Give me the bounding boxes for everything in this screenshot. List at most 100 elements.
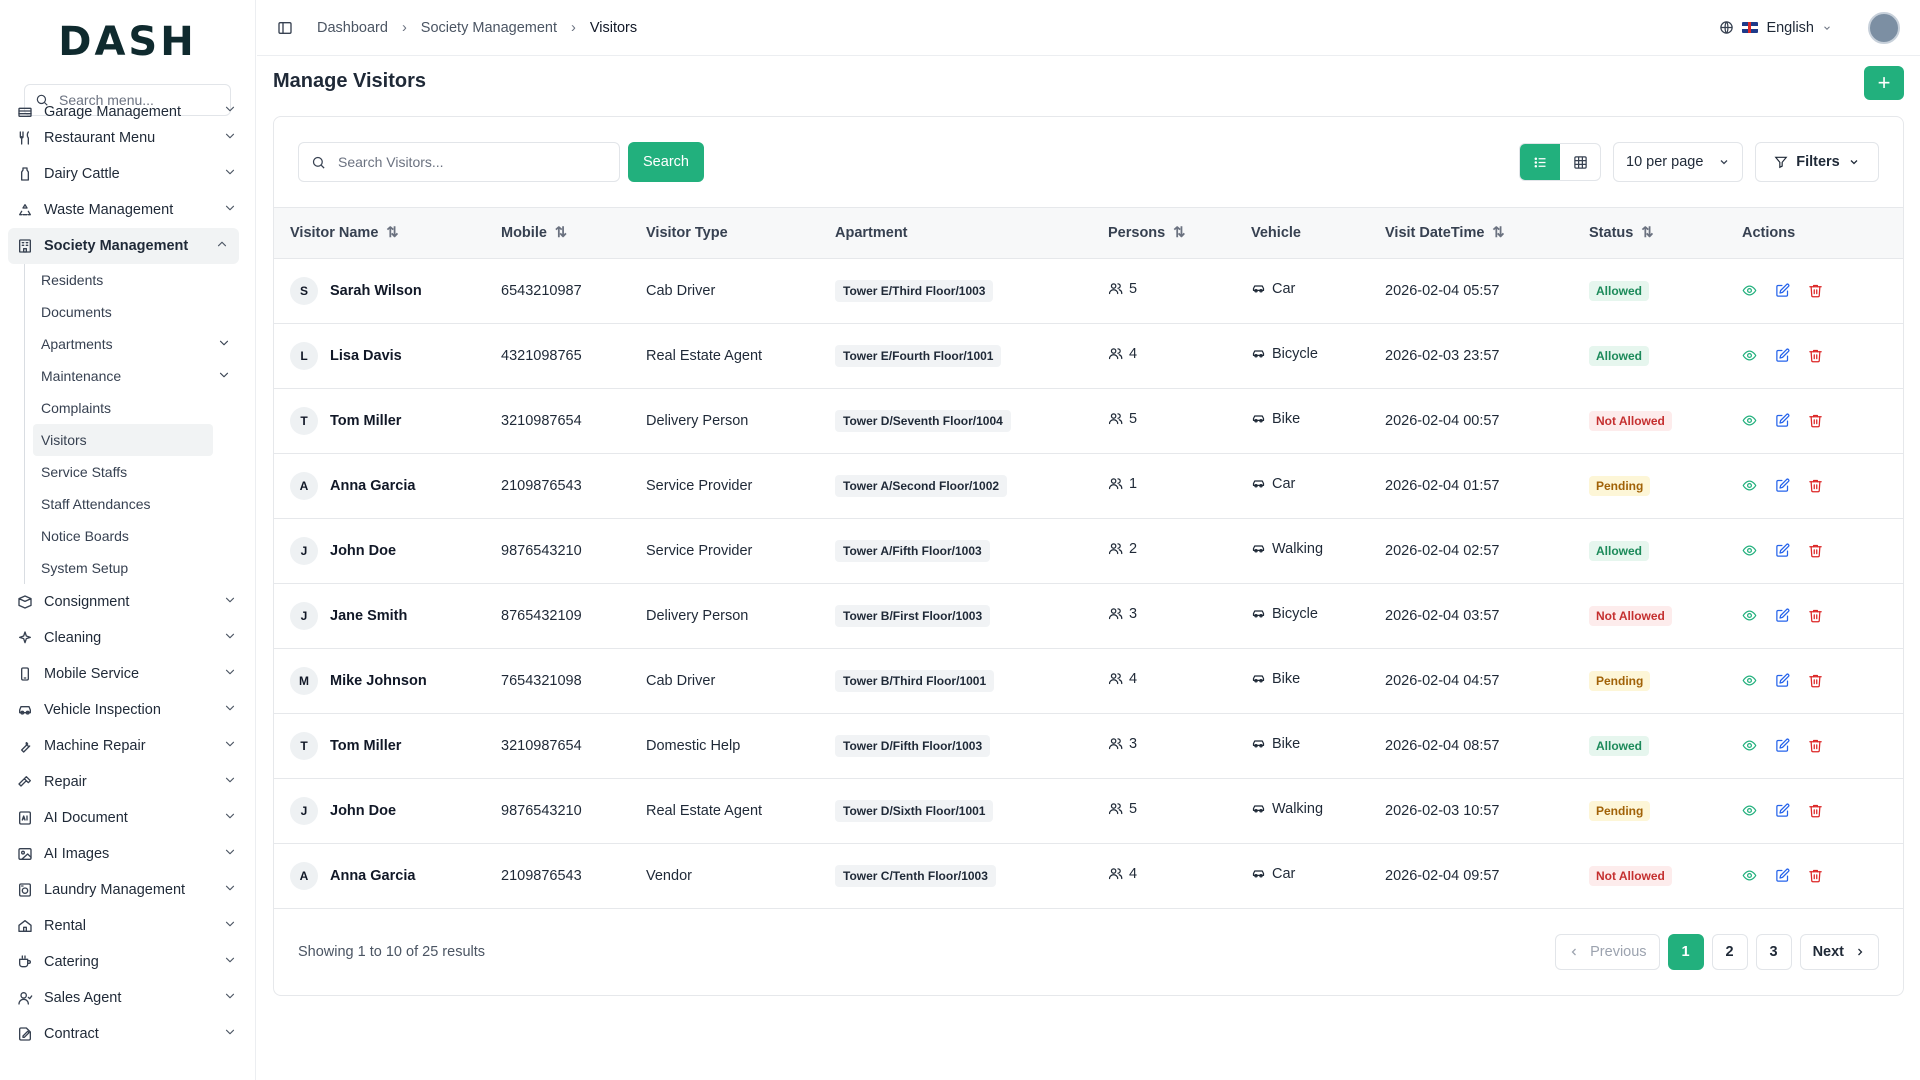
sidebar-item-vehicle-inspection[interactable]: Vehicle Inspection bbox=[0, 692, 255, 728]
edit-icon[interactable] bbox=[1775, 673, 1790, 688]
edit-icon[interactable] bbox=[1775, 543, 1790, 558]
submenu-item-notice-boards[interactable]: Notice Boards bbox=[25, 520, 255, 552]
sidebar-item-garage-management[interactable]: Garage Management bbox=[0, 96, 255, 120]
submenu-item-system-setup[interactable]: System Setup bbox=[25, 552, 255, 584]
view-icon[interactable] bbox=[1742, 348, 1757, 363]
submenu-item-service-staffs[interactable]: Service Staffs bbox=[25, 456, 255, 488]
view-icon[interactable] bbox=[1742, 543, 1757, 558]
submenu-item-residents[interactable]: Residents bbox=[25, 264, 255, 296]
view-icon[interactable] bbox=[1742, 283, 1757, 298]
table-row[interactable]: M Mike Johnson 7654321098 Cab Driver Tow… bbox=[274, 648, 1903, 713]
per-page-select[interactable]: 10 per page bbox=[1613, 142, 1743, 182]
filters-button[interactable]: Filters bbox=[1755, 142, 1879, 182]
sidebar-item-cleaning[interactable]: Cleaning bbox=[0, 620, 255, 656]
sidebar-item-laundry-management[interactable]: Laundry Management bbox=[0, 872, 255, 908]
next-page-button[interactable]: Next bbox=[1799, 934, 1879, 970]
edit-icon[interactable] bbox=[1775, 868, 1790, 883]
table-row[interactable]: T Tom Miller 3210987654 Domestic Help To… bbox=[274, 713, 1903, 778]
submenu-item-maintenance[interactable]: Maintenance bbox=[25, 360, 255, 392]
grid-view-button[interactable] bbox=[1560, 144, 1600, 180]
view-icon[interactable] bbox=[1742, 673, 1757, 688]
sidebar-item-mobile-service[interactable]: Mobile Service bbox=[0, 656, 255, 692]
table-row[interactable]: L Lisa Davis 4321098765 Real Estate Agen… bbox=[274, 323, 1903, 388]
col-visitor-name[interactable]: Visitor Name ⇅ bbox=[274, 208, 485, 259]
edit-icon[interactable] bbox=[1775, 803, 1790, 818]
edit-icon[interactable] bbox=[1775, 738, 1790, 753]
sidebar-item-ai-document[interactable]: AI Document bbox=[0, 800, 255, 836]
view-icon[interactable] bbox=[1742, 413, 1757, 428]
page-3-button[interactable]: 3 bbox=[1755, 934, 1792, 970]
delete-icon[interactable] bbox=[1808, 283, 1823, 298]
sidebar-item-label: Cleaning bbox=[44, 630, 102, 646]
previous-page-button[interactable]: Previous bbox=[1555, 934, 1660, 970]
sort-icon[interactable]: ⇅ bbox=[1173, 224, 1186, 241]
edit-icon[interactable] bbox=[1775, 348, 1790, 363]
breadcrumb-society-management[interactable]: Society Management bbox=[420, 19, 557, 36]
edit-icon[interactable] bbox=[1775, 478, 1790, 493]
sidebar-item-machine-repair[interactable]: Machine Repair bbox=[0, 728, 255, 764]
sidebar-item-restaurant-menu[interactable]: Restaurant Menu bbox=[0, 120, 255, 156]
sidebar-toggle-icon[interactable] bbox=[277, 20, 293, 36]
view-icon[interactable] bbox=[1742, 608, 1757, 623]
page-1-button[interactable]: 1 bbox=[1667, 934, 1704, 970]
col-persons[interactable]: Persons ⇅ bbox=[1092, 208, 1235, 259]
search-button[interactable]: Search bbox=[628, 142, 704, 182]
delete-icon[interactable] bbox=[1808, 738, 1823, 753]
sidebar-item-ai-images[interactable]: AI Images bbox=[0, 836, 255, 872]
visitor-search-field[interactable] bbox=[298, 142, 620, 182]
table-row[interactable]: A Anna Garcia 2109876543 Service Provide… bbox=[274, 453, 1903, 518]
view-icon[interactable] bbox=[1742, 803, 1757, 818]
col-visit-datetime[interactable]: Visit DateTime ⇅ bbox=[1369, 208, 1573, 259]
list-icon bbox=[1534, 157, 1545, 167]
sidebar-item-dairy-cattle[interactable]: Dairy Cattle bbox=[0, 156, 255, 192]
delete-icon[interactable] bbox=[1808, 413, 1823, 428]
breadcrumb-dashboard[interactable]: Dashboard bbox=[317, 19, 388, 36]
submenu-item-apartments[interactable]: Apartments bbox=[25, 328, 255, 360]
logo[interactable]: DASH bbox=[58, 19, 197, 65]
sort-icon[interactable]: ⇅ bbox=[386, 224, 399, 241]
table-row[interactable]: T Tom Miller 3210987654 Delivery Person … bbox=[274, 388, 1903, 453]
sort-icon[interactable]: ⇅ bbox=[554, 224, 568, 241]
view-icon[interactable] bbox=[1742, 738, 1757, 753]
page-2-button[interactable]: 2 bbox=[1711, 934, 1748, 970]
view-icon[interactable] bbox=[1742, 868, 1757, 883]
submenu-item-complaints[interactable]: Complaints bbox=[25, 392, 255, 424]
list-view-button[interactable] bbox=[1520, 144, 1560, 180]
edit-icon[interactable] bbox=[1775, 283, 1790, 298]
delete-icon[interactable] bbox=[1808, 543, 1823, 558]
sidebar-item-consignment[interactable]: Consignment bbox=[0, 584, 255, 620]
avatar[interactable] bbox=[1868, 11, 1900, 44]
view-icon[interactable] bbox=[1742, 478, 1757, 493]
delete-icon[interactable] bbox=[1808, 868, 1823, 883]
table-row[interactable]: J John Doe 9876543210 Real Estate Agent … bbox=[274, 778, 1903, 843]
table-row[interactable]: S Sarah Wilson 6543210987 Cab Driver Tow… bbox=[274, 258, 1903, 323]
sidebar-item-rental[interactable]: Rental bbox=[0, 908, 255, 944]
submenu-item-documents[interactable]: Documents bbox=[25, 296, 255, 328]
add-visitor-button[interactable]: + bbox=[1864, 66, 1904, 100]
sidebar-item-waste-management[interactable]: Waste Management bbox=[0, 192, 255, 228]
sidebar-item-contract[interactable]: Contract bbox=[0, 1016, 255, 1052]
sidebar-item-repair[interactable]: Repair bbox=[0, 764, 255, 800]
visitor-search-input[interactable] bbox=[338, 154, 588, 170]
delete-icon[interactable] bbox=[1808, 348, 1823, 363]
table-row[interactable]: A Anna Garcia 2109876543 Vendor Tower C/… bbox=[274, 843, 1903, 908]
sidebar-item-society-management[interactable]: Society Management bbox=[8, 228, 239, 264]
col-status[interactable]: Status ⇅ bbox=[1573, 208, 1726, 259]
submenu-item-staff-attendances[interactable]: Staff Attendances bbox=[25, 488, 255, 520]
delete-icon[interactable] bbox=[1808, 803, 1823, 818]
edit-icon[interactable] bbox=[1775, 608, 1790, 623]
sidebar-item-catering[interactable]: Catering bbox=[0, 944, 255, 980]
table-row[interactable]: J John Doe 9876543210 Service Provider T… bbox=[274, 518, 1903, 583]
col-mobile[interactable]: Mobile ⇅ bbox=[485, 208, 630, 259]
edit-icon[interactable] bbox=[1775, 413, 1790, 428]
delete-icon[interactable] bbox=[1808, 608, 1823, 623]
submenu-item-visitors[interactable]: Visitors bbox=[33, 424, 213, 456]
delete-icon[interactable] bbox=[1808, 673, 1823, 688]
delete-icon[interactable] bbox=[1808, 478, 1823, 493]
sort-icon[interactable]: ⇅ bbox=[1641, 224, 1654, 241]
sort-icon[interactable]: ⇅ bbox=[1492, 224, 1505, 241]
language-selector[interactable]: English bbox=[1719, 20, 1832, 36]
table-row[interactable]: J Jane Smith 8765432109 Delivery Person … bbox=[274, 583, 1903, 648]
sidebar-search-input[interactable]: Search menu... bbox=[24, 84, 231, 116]
sidebar-item-sales-agent[interactable]: Sales Agent bbox=[0, 980, 255, 1016]
